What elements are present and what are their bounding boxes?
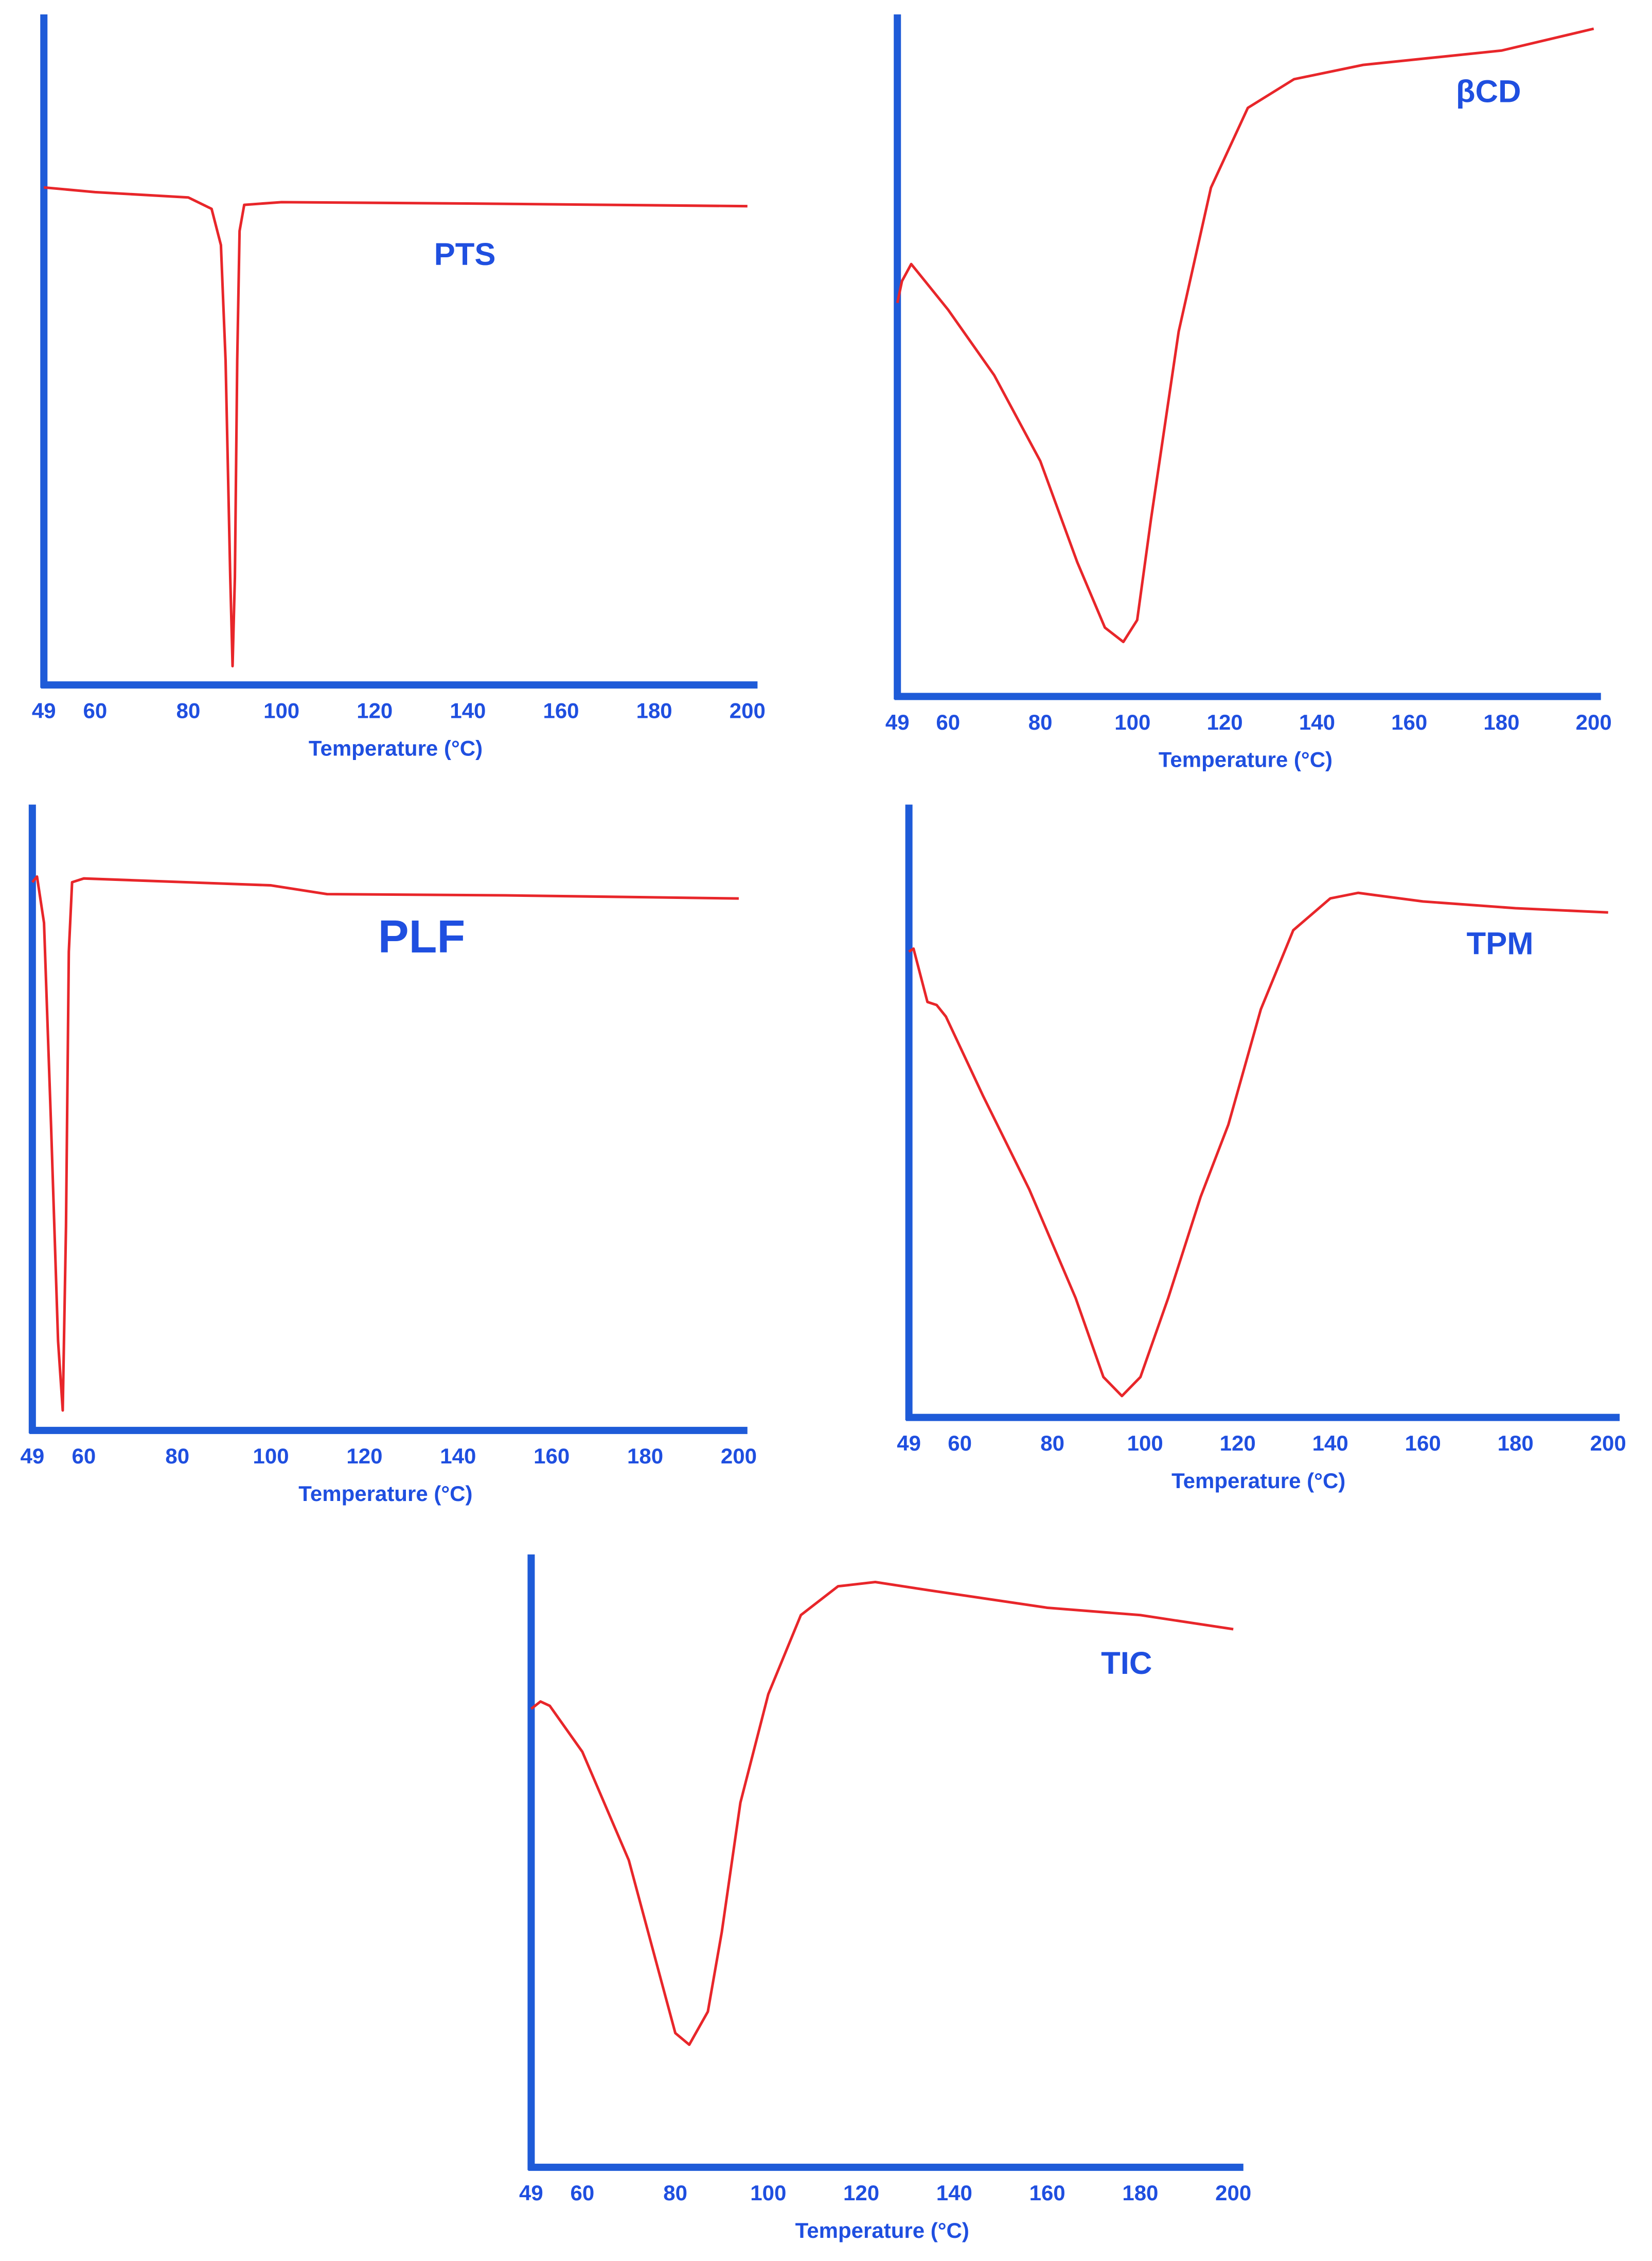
x-tick-label: 200 (721, 1444, 757, 1468)
x-tick-label: 200 (1576, 710, 1612, 734)
chart-title: PTS (434, 237, 496, 272)
x-tick-label: 140 (1299, 710, 1335, 734)
thermogram-line (896, 27, 1594, 643)
x-axis-label: Temperature (°C) (298, 1481, 472, 1506)
x-tick-label: 160 (543, 698, 579, 722)
x-tick-label: 180 (1483, 710, 1519, 734)
x-tick-label: 60 (83, 698, 108, 722)
x-tick-label: 200 (1590, 1431, 1626, 1455)
x-tick-label: 180 (1498, 1431, 1534, 1455)
x-tick-label: 160 (1391, 710, 1427, 734)
x-tick-label: 160 (1405, 1431, 1441, 1455)
x-tick-label: 140 (440, 1444, 476, 1468)
chart-title: PLF (378, 911, 465, 963)
x-tick-label: 80 (176, 698, 201, 722)
x-axis-label: Temperature (°C) (1159, 748, 1333, 772)
x-tick-label: 120 (357, 698, 393, 722)
x-tick-label: 100 (1127, 1431, 1163, 1455)
x-tick-label: 80 (1040, 1431, 1064, 1455)
chart-title: TIC (1101, 1646, 1152, 1681)
x-axis-label: Temperature (°C) (795, 2218, 969, 2242)
x-tick-label: 60 (570, 2181, 594, 2205)
x-axis-label: Temperature (°C) (309, 736, 483, 760)
x-tick-label: 49 (885, 710, 910, 734)
x-tick-label: 160 (1029, 2181, 1065, 2205)
x-tick-label: 120 (1207, 710, 1243, 734)
thermogram-line (530, 1580, 1234, 2046)
x-tick-label: 120 (843, 2181, 879, 2205)
x-tick-label: 60 (72, 1444, 96, 1468)
x-tick-label: 180 (1122, 2181, 1158, 2205)
x-tick-label: 120 (1220, 1431, 1256, 1455)
x-tick-label: 100 (1114, 710, 1150, 734)
x-axis-label: Temperature (°C) (1171, 1469, 1345, 1493)
x-tick-label: 49 (20, 1444, 44, 1468)
x-tick-label: 120 (346, 1444, 382, 1468)
x-tick-label: 60 (948, 1431, 972, 1455)
x-tick-label: 100 (750, 2181, 786, 2205)
x-tick-label: 160 (534, 1444, 570, 1468)
x-tick-label: 100 (263, 698, 299, 722)
thermogram-line (908, 891, 1608, 1398)
x-tick-label: 80 (165, 1444, 189, 1468)
x-tick-label: 100 (253, 1444, 289, 1468)
x-tick-label: 200 (730, 698, 766, 722)
thermogram-line (44, 186, 748, 668)
x-tick-label: 49 (897, 1431, 921, 1455)
x-tick-label: 80 (1028, 710, 1053, 734)
x-tick-label: 180 (636, 698, 672, 722)
chart-title: TPM (1467, 926, 1534, 962)
x-tick-label: 200 (1215, 2181, 1251, 2205)
x-tick-label: 140 (1312, 1431, 1348, 1455)
chart-title: βCD (1456, 74, 1521, 109)
x-tick-label: 140 (450, 698, 486, 722)
thermogram-line (31, 875, 739, 1412)
x-tick-label: 80 (663, 2181, 687, 2205)
x-tick-label: 180 (627, 1444, 663, 1468)
x-tick-label: 49 (32, 698, 56, 722)
x-tick-label: 60 (936, 710, 960, 734)
x-tick-label: 140 (936, 2181, 972, 2205)
x-tick-label: 49 (519, 2181, 543, 2205)
